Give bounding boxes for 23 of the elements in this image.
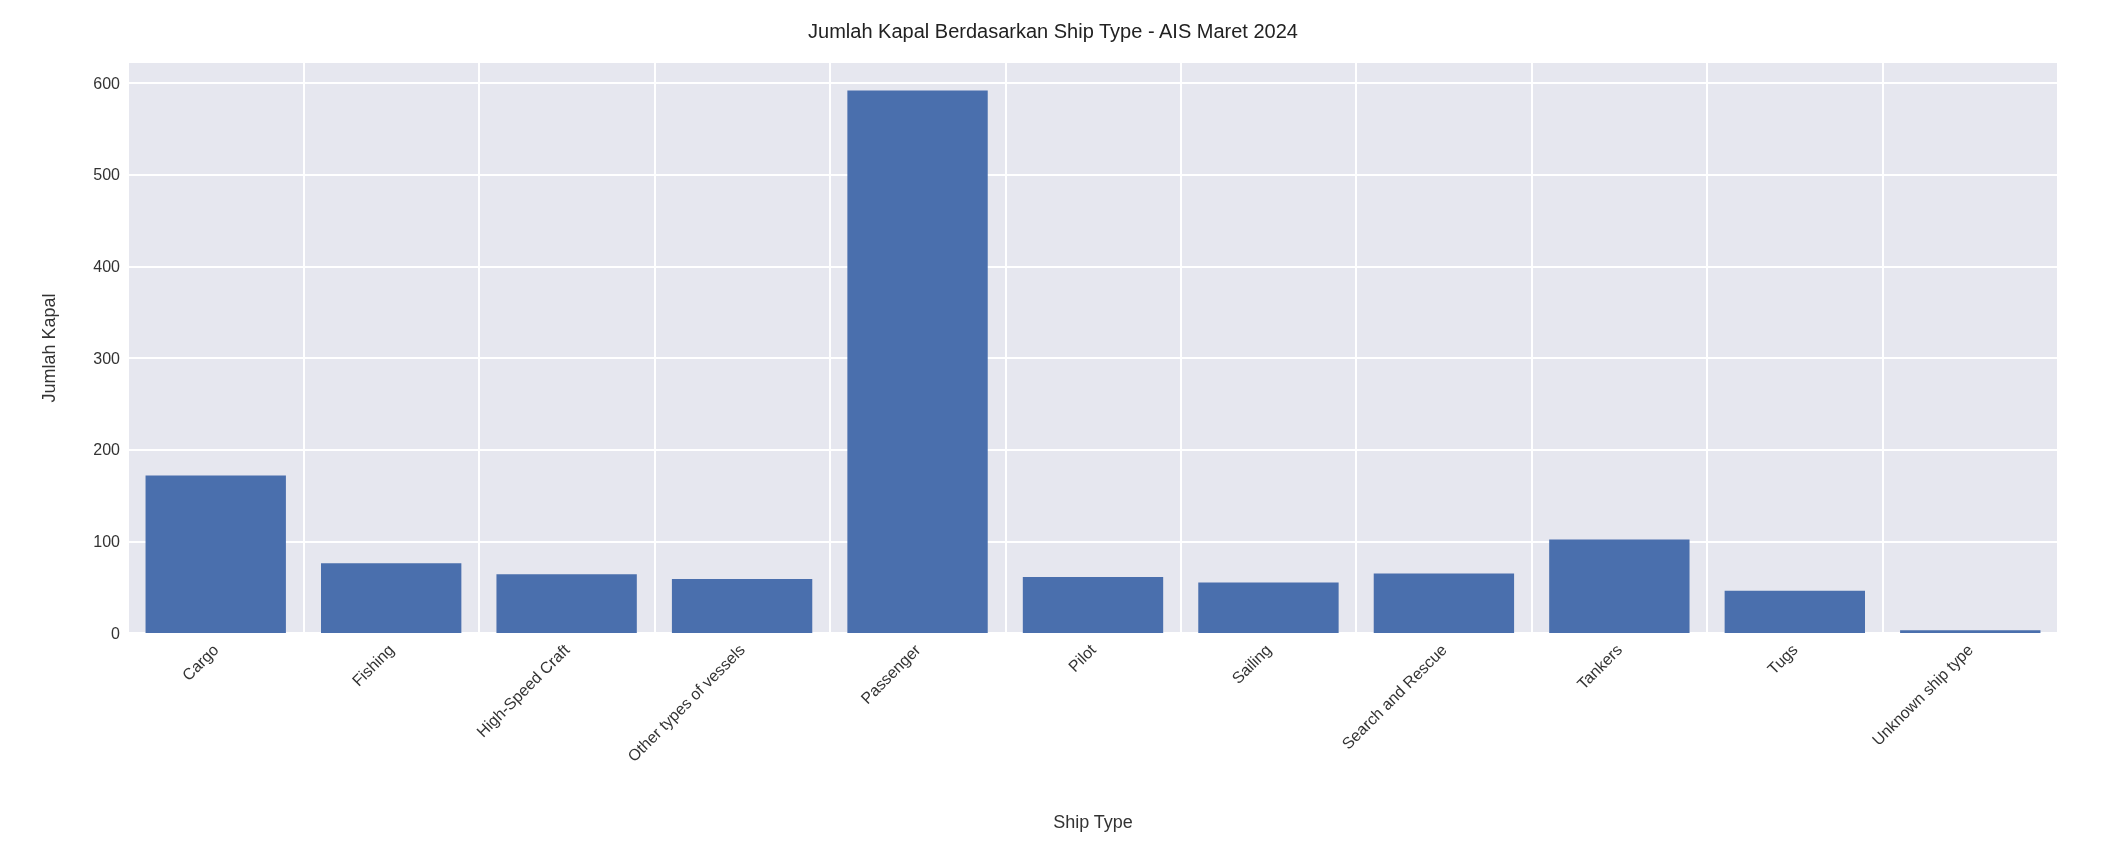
y-tick-label: 200	[93, 441, 121, 459]
bar	[496, 574, 637, 633]
bar	[1549, 539, 1690, 633]
y-tick-label: 400	[93, 257, 121, 275]
bar	[671, 578, 813, 633]
y-tick-label: 100	[93, 532, 121, 550]
x-axis-title: Ship Type	[1053, 812, 1133, 832]
chart-title: Jumlah Kapal Berdasarkan Ship Type - AIS Maret 2024	[808, 20, 1298, 42]
y-axis-title: Jumlah Kapal	[39, 293, 59, 403]
bar	[145, 475, 286, 633]
bar	[1724, 590, 1865, 633]
bar	[1198, 582, 1339, 633]
bar	[847, 90, 988, 633]
y-tick-label: 600	[93, 74, 121, 92]
y-tick-label: 0	[111, 624, 121, 642]
bar	[321, 563, 462, 633]
bar	[1022, 577, 1164, 633]
x-tick-label: Pilot	[1064, 640, 1100, 676]
bar	[1900, 630, 2041, 633]
y-tick-label: 500	[93, 166, 121, 184]
y-tick-label: 300	[93, 349, 121, 367]
x-tick-label: Tugs	[1764, 640, 1801, 678]
bar	[1373, 573, 1515, 633]
